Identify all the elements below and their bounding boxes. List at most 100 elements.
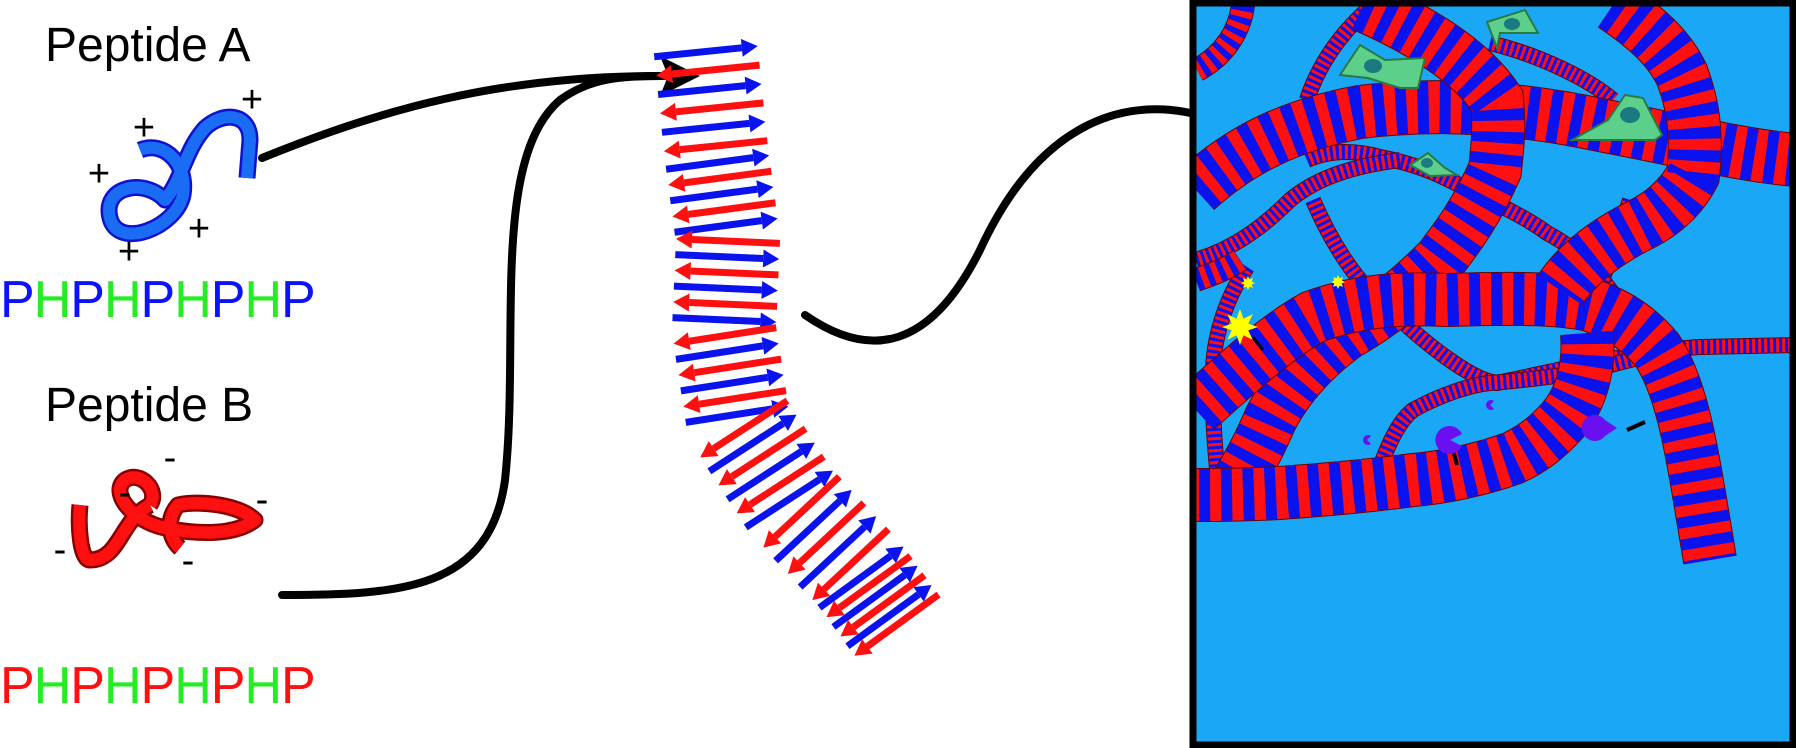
cells — [1338, 8, 1664, 178]
blue-strand-arrow — [680, 373, 769, 395]
peptide-b-chain-icon — [70, 468, 264, 569]
residue-H: H — [33, 657, 72, 715]
blue-strand-arrow — [743, 476, 822, 531]
blue-strand-arrow — [797, 524, 867, 590]
arrowhead-icon — [787, 556, 806, 574]
arrowhead-icon — [826, 600, 845, 618]
red-strand-arrow — [679, 137, 768, 154]
red-strand-arrow — [691, 236, 781, 247]
arrowhead-icon — [840, 619, 859, 637]
arrowhead-icon — [673, 293, 690, 312]
residue-P: P — [70, 271, 105, 329]
residue-P: P — [70, 657, 105, 715]
receptor-icon — [1486, 400, 1494, 410]
peptide-b-title: Peptide B — [45, 379, 254, 432]
red-strand-arrow — [698, 387, 787, 408]
red-strand-arrow — [675, 99, 764, 116]
red-strand-arrow — [851, 572, 927, 630]
arrowhead-icon — [814, 470, 833, 487]
cell-icon — [1338, 43, 1427, 89]
cell-icon — [1485, 8, 1540, 52]
arrowhead-icon — [763, 530, 782, 548]
negative-charges: -- -- - — [54, 437, 269, 582]
arrowhead-icon — [656, 65, 673, 83]
residue-H: H — [33, 271, 72, 329]
blue-strand-arrow — [674, 217, 763, 236]
red-strand-arrow — [821, 526, 891, 592]
plus-charge-icon: + — [88, 153, 110, 195]
blue-strand-arrow — [657, 82, 746, 99]
blue-strand-arrow — [845, 591, 921, 649]
residue-P: P — [210, 657, 246, 715]
red-strand-arrow — [837, 553, 913, 611]
arrowhead-icon — [762, 249, 780, 268]
arrowhead-icon — [740, 38, 758, 57]
plus-charge-icon: + — [118, 231, 140, 273]
residue-P: P — [140, 271, 176, 329]
red-strand-arrow — [865, 591, 941, 650]
blue-strand-arrow — [725, 448, 804, 503]
arrowhead-icon — [736, 497, 755, 514]
blue-strand-arrow — [675, 342, 764, 363]
arrowhead-icon — [752, 148, 770, 167]
arrowhead-icon — [854, 639, 873, 656]
red-strand-arrow — [687, 199, 776, 218]
peptide-b-sequence: PHPHPHPHP — [0, 657, 316, 715]
arrowhead-icon — [673, 332, 691, 351]
residue-P: P — [0, 271, 35, 329]
arrowhead-icon — [833, 489, 852, 508]
arrowhead-icon — [718, 469, 737, 486]
arrowhead-icon — [778, 414, 797, 431]
blue-strand-arrow — [831, 572, 907, 630]
thick-nanofibers — [1196, 6, 1790, 565]
arrowhead-icon — [812, 582, 831, 601]
arrowhead-icon — [761, 336, 779, 355]
arrowhead-icon — [678, 363, 696, 382]
arrow-a-to-fiber — [258, 71, 669, 162]
arrowhead-icon — [899, 565, 918, 583]
red-strand-arrow — [693, 355, 782, 377]
arrowhead-icon — [663, 140, 681, 159]
arrowhead-icon — [660, 102, 677, 121]
arrowhead-icon — [668, 173, 686, 192]
residue-H: H — [244, 657, 282, 715]
receptor-icon — [1581, 415, 1617, 441]
small-nanofiber — [1196, 6, 1255, 292]
arrowhead-icon — [748, 114, 766, 133]
residue-P: P — [140, 657, 176, 715]
arrowhead-icon — [766, 368, 784, 387]
receptor-icon — [1435, 426, 1462, 455]
peptide-a-chain-icon — [100, 108, 259, 243]
positive-charges: ++ ++ + — [88, 79, 263, 273]
arrowhead-icon — [760, 211, 778, 230]
arrowhead-icon — [756, 180, 774, 199]
star-icon — [1331, 275, 1345, 289]
residue-H: H — [174, 657, 212, 715]
red-strand-arrow — [729, 425, 808, 480]
receptor-icon — [1363, 435, 1371, 445]
arrowhead-icon — [700, 441, 719, 458]
residue-H: H — [103, 271, 142, 329]
blue-strand-arrow — [669, 185, 758, 205]
red-strand-arrow — [689, 299, 778, 310]
red-strand-arrow — [690, 267, 779, 279]
cell-icon — [1568, 93, 1664, 141]
blue-strand-arrow — [673, 282, 762, 294]
residue-H: H — [103, 657, 142, 715]
blue-strand-arrow — [653, 44, 743, 61]
minus-charge-icon: - — [164, 437, 177, 479]
plus-charge-icon: + — [133, 107, 155, 149]
arrowhead-icon — [796, 442, 815, 459]
residue-P: P — [281, 657, 316, 715]
blue-strand-arrow — [817, 553, 893, 611]
cell-icon — [1408, 151, 1461, 178]
red-strand-arrow — [683, 167, 772, 187]
plus-charge-icon: + — [241, 79, 263, 121]
red-strand-arrow — [711, 397, 790, 452]
blue-strand-arrow — [685, 405, 774, 426]
arrow-b-to-fiber — [278, 72, 669, 599]
plus-charge-icon: + — [188, 208, 210, 250]
arrowhead-icon — [885, 546, 904, 564]
